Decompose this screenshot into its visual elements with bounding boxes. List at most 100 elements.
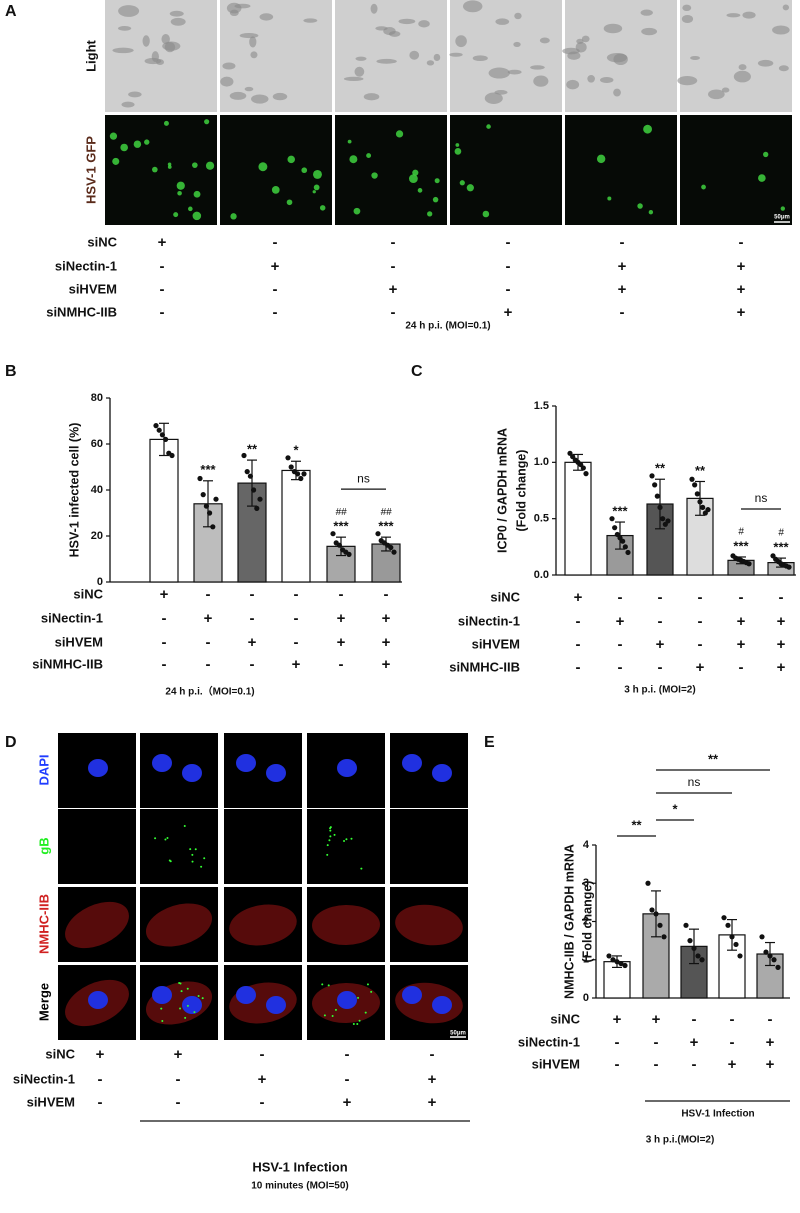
condition-sign: - — [206, 586, 211, 603]
condition-sign: - — [692, 1056, 697, 1073]
cell — [370, 3, 378, 14]
condition-sign: + — [696, 659, 705, 676]
cell — [418, 20, 430, 28]
y-axis-title: (Fold change) — [514, 450, 528, 532]
cell — [682, 4, 692, 11]
cell — [513, 41, 521, 47]
cell — [640, 9, 653, 16]
condition-sign: - — [730, 1034, 735, 1051]
cell — [533, 75, 549, 87]
light-image — [335, 0, 447, 112]
data-point — [652, 482, 658, 488]
condition-sign: + — [613, 1011, 622, 1028]
gfp-cell — [319, 205, 326, 211]
data-point — [683, 922, 689, 928]
cell — [169, 10, 184, 17]
gfp-cell — [427, 211, 433, 217]
condition-sign: - — [506, 258, 511, 275]
gfp-cell — [459, 180, 465, 186]
cell — [757, 59, 774, 67]
condition-sign: - — [160, 304, 165, 321]
data-point — [203, 503, 209, 509]
gfp-image — [220, 115, 332, 225]
condition-sign: - — [160, 258, 165, 275]
nucleus — [432, 996, 452, 1014]
cell — [128, 91, 142, 98]
data-point — [645, 880, 651, 886]
significance-hash: # — [738, 527, 744, 538]
condition-sign: - — [618, 659, 623, 676]
condition-sign: - — [620, 234, 625, 251]
condition-sign: - — [250, 656, 255, 673]
gfp-cell — [643, 124, 652, 134]
condition-sign: + — [656, 636, 665, 653]
condition-sign: - — [294, 586, 299, 603]
condition-sign: - — [576, 636, 581, 653]
condition-label: siNMHC-IIB — [32, 656, 103, 671]
gfp-cell — [466, 184, 474, 192]
condition-sign: - — [654, 1056, 659, 1073]
data-point — [610, 957, 616, 963]
y-tick-label: 0 — [97, 576, 103, 588]
confocal-image — [140, 809, 218, 884]
condition-sign: - — [162, 610, 167, 627]
cell — [530, 65, 545, 70]
gb-signal — [360, 867, 363, 870]
cell — [112, 47, 134, 54]
nucleus — [152, 986, 172, 1004]
cytoskeleton — [145, 903, 213, 947]
bracket-label: ns — [755, 491, 768, 505]
y-tick-label: 80 — [91, 392, 103, 404]
condition-sign: - — [160, 281, 165, 298]
condition-sign: - — [654, 1034, 659, 1051]
nucleus — [432, 764, 452, 782]
condition-sign: - — [692, 1011, 697, 1028]
bracket-label: ns — [688, 775, 701, 789]
cell — [721, 87, 730, 93]
gb-signal — [321, 983, 324, 986]
y-tick-label: 0.5 — [534, 513, 549, 525]
condition-label: siNC — [490, 589, 520, 604]
data-point — [609, 516, 615, 522]
data-point — [388, 544, 394, 551]
cell — [409, 50, 420, 60]
significance: ** — [655, 461, 666, 476]
cytoskeleton — [312, 904, 380, 946]
condition-sign: + — [737, 636, 746, 653]
data-point — [254, 505, 260, 511]
nucleus — [182, 764, 202, 782]
cell — [117, 26, 132, 31]
footer: 10 minutes (MOI=50) — [251, 1181, 349, 1192]
data-point — [692, 482, 698, 488]
cell — [259, 13, 274, 21]
group-label: HSV-1 Infection — [252, 1159, 347, 1174]
gfp-cell — [395, 130, 404, 138]
condition-sign: - — [162, 634, 167, 651]
condition-sign: - — [273, 234, 278, 251]
condition-sign: + — [728, 1056, 737, 1073]
data-point — [737, 953, 743, 959]
gb-signal — [331, 1014, 334, 1017]
condition-sign: - — [615, 1056, 620, 1073]
significance: ** — [247, 442, 258, 457]
condition-sign: - — [506, 281, 511, 298]
gfp-cell — [192, 162, 198, 168]
cell — [494, 90, 508, 95]
bracket-label: ** — [631, 817, 642, 832]
confocal-image — [390, 809, 468, 884]
gfp-cell — [366, 153, 372, 159]
cell — [733, 70, 751, 83]
data-point — [200, 492, 206, 498]
gfp-cell — [349, 155, 358, 164]
gfp-cell — [271, 186, 280, 194]
condition-sign: + — [204, 610, 213, 627]
cell — [162, 41, 181, 51]
gfp-cell — [173, 212, 179, 218]
row-label: Merge — [36, 983, 51, 1021]
data-point — [614, 959, 620, 965]
data-point — [700, 504, 706, 510]
condition-sign: + — [766, 1034, 775, 1051]
cell — [603, 23, 623, 34]
gfp-cell — [177, 190, 182, 196]
gfp-image — [680, 115, 792, 225]
